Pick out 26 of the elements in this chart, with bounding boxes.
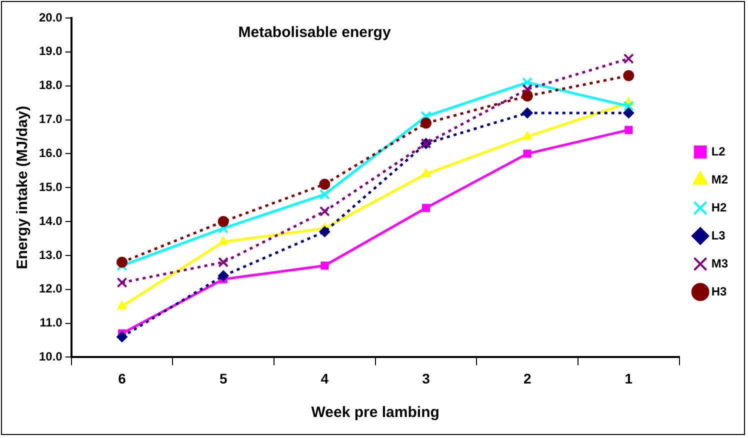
y-tick-label: 18.0 (38, 78, 63, 92)
x-tick-label: 6 (118, 370, 126, 386)
y-tick-label: 10.0 (38, 350, 63, 364)
chart-title: Metabolisable energy (238, 24, 391, 41)
y-tick-label: 13.0 (38, 248, 63, 262)
y-tick-label: 11.0 (40, 316, 63, 330)
x-axis-title: Week pre lambing (311, 404, 440, 422)
legend-label: L3 (711, 228, 726, 242)
legend-label: M2 (711, 172, 728, 186)
x-tick-label: 1 (624, 370, 633, 386)
legend-label: L2 (711, 144, 726, 158)
x-tick-label: 2 (523, 370, 532, 386)
y-axis-title: Energy intake (MJ/day) (14, 106, 32, 270)
x-tick-label: 4 (320, 370, 329, 386)
y-tick-label: 17.0 (38, 112, 63, 126)
y-tick-label: 20.0 (38, 10, 63, 24)
legend-label: M3 (711, 256, 728, 270)
y-tick-label: 19.0 (38, 44, 63, 58)
y-tick-label: 12.0 (38, 282, 63, 296)
y-tick-label: 16.0 (38, 146, 63, 160)
legend-label: H3 (711, 284, 727, 298)
legend-label: H2 (711, 200, 727, 214)
y-tick-label: 15.0 (38, 180, 63, 194)
y-tick-label: 14.0 (38, 214, 63, 228)
x-tick-label: 5 (219, 370, 228, 386)
x-tick-label: 3 (422, 370, 430, 386)
